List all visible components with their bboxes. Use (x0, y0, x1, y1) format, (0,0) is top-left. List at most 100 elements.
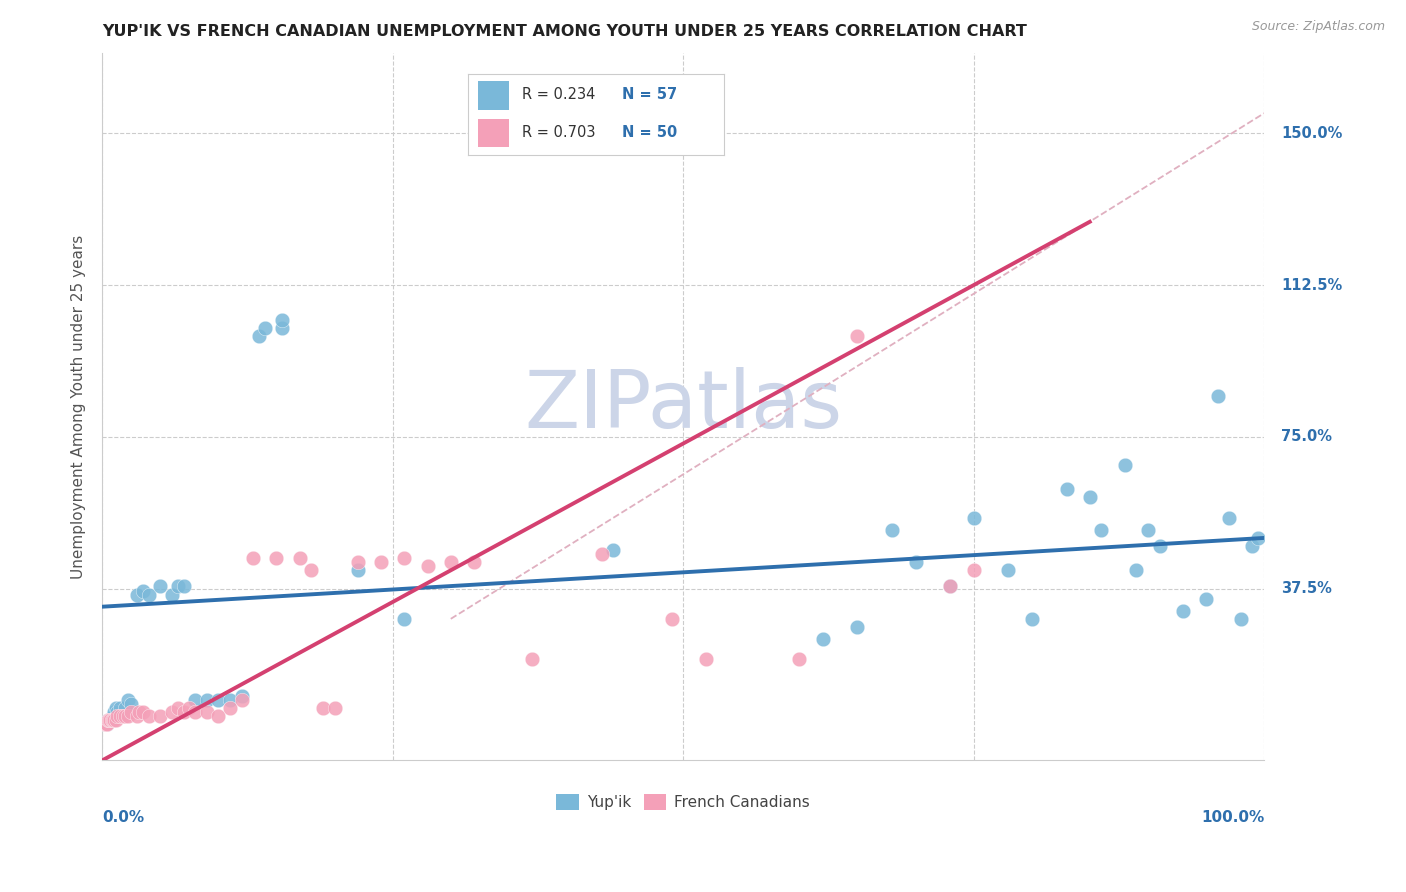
Point (96, 717, 118, 731)
Point (105, 705, 128, 719)
Point (195, 692, 218, 706)
Point (1078, 491, 1101, 505)
Point (103, 713, 125, 727)
Point (179, 701, 201, 715)
Point (184, 705, 207, 719)
Point (94, 717, 117, 731)
Point (97, 713, 120, 727)
Point (271, 312, 294, 326)
Point (93, 717, 115, 731)
Point (184, 692, 207, 706)
Point (1114, 458, 1136, 472)
Point (242, 551, 264, 566)
Point (1090, 523, 1112, 537)
Point (1136, 523, 1159, 537)
Point (394, 612, 416, 626)
Point (271, 320, 294, 334)
Point (661, 612, 683, 626)
Point (117, 709, 139, 723)
Text: 100.0%: 100.0% (1201, 810, 1264, 825)
Text: YUP'IK VS FRENCH CANADIAN UNEMPLOYMENT AMONG YOUTH UNDER 25 YEARS CORRELATION CH: YUP'IK VS FRENCH CANADIAN UNEMPLOYMENT A… (103, 24, 1028, 39)
Point (120, 705, 142, 719)
Point (96, 717, 118, 731)
Point (120, 697, 142, 711)
Point (105, 701, 128, 715)
Point (173, 705, 195, 719)
Point (160, 588, 183, 602)
Point (1218, 510, 1240, 524)
Point (312, 701, 335, 715)
Point (789, 652, 811, 666)
Point (1149, 539, 1171, 553)
Point (846, 620, 869, 634)
Point (219, 701, 242, 715)
Point (520, 652, 543, 666)
Point (173, 579, 195, 593)
Point (1247, 531, 1270, 545)
Point (962, 563, 984, 577)
Point (132, 583, 155, 598)
Point (108, 709, 131, 723)
Point (105, 709, 128, 723)
Point (166, 579, 188, 593)
Point (882, 523, 904, 537)
Point (195, 705, 218, 719)
Point (93, 717, 115, 731)
Point (125, 709, 148, 723)
Point (231, 692, 253, 706)
Point (207, 709, 229, 723)
Point (166, 701, 188, 715)
Point (695, 652, 717, 666)
Text: 37.5%: 37.5% (1281, 581, 1333, 596)
Point (591, 547, 613, 561)
Text: Source: ZipAtlas.com: Source: ZipAtlas.com (1251, 20, 1385, 33)
Point (997, 563, 1019, 577)
Point (100, 713, 122, 727)
Point (370, 555, 392, 569)
Point (207, 692, 229, 706)
Point (1056, 483, 1078, 497)
Text: 150.0%: 150.0% (1281, 126, 1343, 141)
Point (266, 551, 288, 566)
Text: 75.0%: 75.0% (1281, 429, 1333, 444)
Legend: Yup'ik, French Canadians: Yup'ik, French Canadians (550, 789, 815, 816)
Point (98, 713, 121, 727)
Point (346, 563, 368, 577)
Point (846, 328, 869, 343)
Point (149, 709, 172, 723)
Point (299, 563, 322, 577)
Point (1195, 591, 1218, 606)
Point (98, 713, 121, 727)
Point (1171, 604, 1194, 618)
Point (101, 709, 124, 723)
Point (962, 510, 984, 524)
Point (602, 543, 624, 558)
Point (463, 555, 485, 569)
Point (103, 705, 125, 719)
Point (160, 705, 183, 719)
Point (100, 713, 122, 727)
Point (904, 555, 927, 569)
Point (97, 713, 120, 727)
Point (811, 632, 834, 646)
Point (138, 709, 160, 723)
Point (132, 705, 155, 719)
Point (1206, 389, 1229, 403)
Point (117, 692, 139, 706)
Point (394, 551, 416, 566)
Point (1125, 563, 1147, 577)
Point (94, 717, 117, 731)
Point (138, 588, 160, 602)
Text: 0.0%: 0.0% (103, 810, 145, 825)
Text: ZIPatlas: ZIPatlas (524, 368, 842, 445)
Point (98, 713, 121, 727)
Point (101, 713, 124, 727)
Y-axis label: Unemployment Among Youth under 25 years: Unemployment Among Youth under 25 years (72, 235, 86, 579)
Point (346, 555, 368, 569)
Point (114, 709, 136, 723)
Point (1021, 612, 1043, 626)
Point (416, 559, 439, 574)
Point (128, 705, 150, 719)
Point (114, 701, 136, 715)
Point (323, 701, 346, 715)
